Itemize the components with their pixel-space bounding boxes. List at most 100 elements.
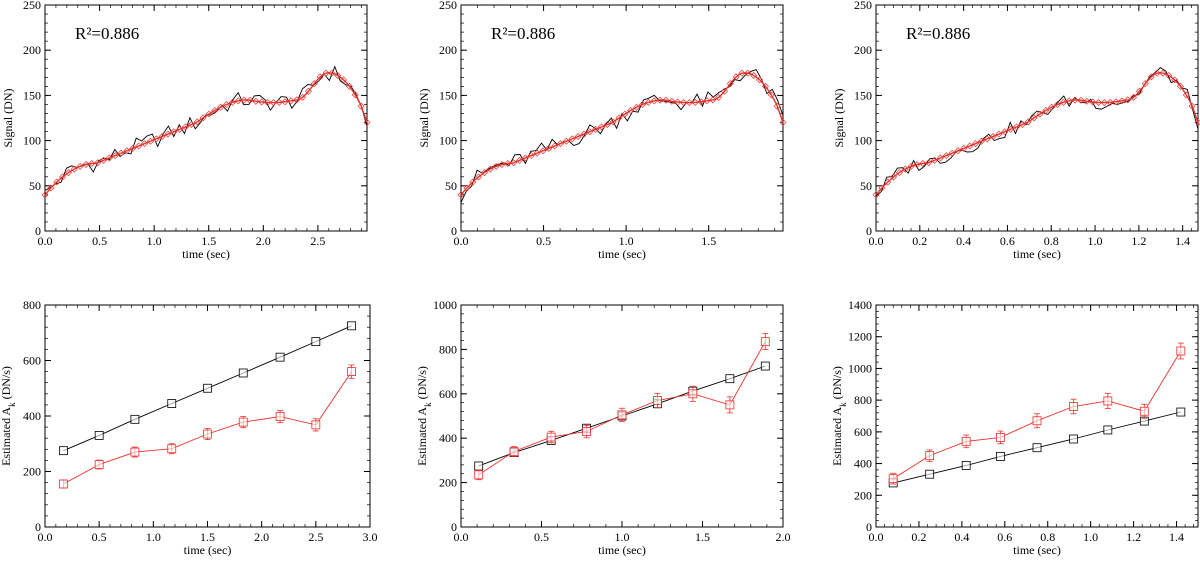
rate-2-x-axis-title: time (sec) xyxy=(598,543,646,557)
rate-1-true-rate-marker xyxy=(275,352,285,362)
rate-1-x-tick-label: 0.5 xyxy=(92,530,107,544)
signal-2-fit-marker xyxy=(656,96,664,104)
signal-2-fit-marker xyxy=(510,159,518,167)
signal-3-y-tick-label: 50 xyxy=(860,179,872,193)
signal-3-fit-marker xyxy=(954,147,962,155)
rate-3-plot-frame xyxy=(875,304,1199,528)
signal-1-x-tick-label: 0.0 xyxy=(38,234,53,248)
signal-3-fit-marker xyxy=(1048,103,1056,111)
signal-2-fit-marker xyxy=(486,165,494,173)
signal-3-fit-marker xyxy=(1135,87,1143,95)
rate-3-x-tick-label: 0.8 xyxy=(1040,530,1055,544)
signal-2-fit-marker xyxy=(527,152,535,160)
signal-3-r2-annotation: R²=0.886 xyxy=(906,24,970,43)
signal-1-fit-marker xyxy=(275,98,283,106)
signal-2-fit-marker xyxy=(703,97,711,105)
signal-1-y-axis-title: Signal (DN) xyxy=(1,89,15,148)
signal-2-fit-marker xyxy=(691,98,699,106)
signal-2-y-tick-label: 200 xyxy=(439,43,457,57)
signal-3-measured-signal-line xyxy=(875,67,1199,197)
signal-3-fit-marker xyxy=(901,165,909,173)
rate-2-estimated-rate-marker xyxy=(725,400,735,410)
rate-3-x-tick-label: 1.0 xyxy=(1083,530,1098,544)
signal-1-x-tick-label: 2.5 xyxy=(310,234,325,248)
signal-3-fit-marker xyxy=(872,191,880,199)
rate-1-y-tick-label: 200 xyxy=(23,465,41,479)
signal-3-fit-marker xyxy=(1112,98,1120,106)
rate-1-y-axis-title-tail: (DN/s) xyxy=(0,366,13,402)
signal-1-fit-marker xyxy=(252,97,260,105)
signal-1-fit-marker xyxy=(82,161,90,169)
rate-2-y-tick-label: 200 xyxy=(439,476,457,490)
signal-2-x-tick-label: 1.5 xyxy=(701,234,716,248)
signal-1-fit-marker xyxy=(76,162,84,170)
signal-1-fit-marker xyxy=(345,82,353,90)
signal-2-fit-marker xyxy=(551,142,559,150)
rate-3-y-axis-title-sub: k xyxy=(838,402,848,407)
rate-2-y-tick-label: 0 xyxy=(451,520,457,534)
signal-1-fit-marker xyxy=(328,69,336,77)
signal-1-fit-marker xyxy=(363,119,371,127)
signal-1-fit-marker xyxy=(299,93,307,101)
panel-rate-2: 0.0 0.5 1.0 1.5 2.0 0 200 400 600 800 1000 time (se… xyxy=(415,298,791,557)
rate-3-true-rate-marker xyxy=(961,461,971,470)
rate-1-y-tick-label: 0 xyxy=(35,520,41,534)
rate-3-y-tick-label: 800 xyxy=(854,393,872,407)
signal-3-x-tick-label: 0.4 xyxy=(956,234,971,248)
panel-rate-1: 0.0 0.5 1.0 1.5 2.0 2.5 3.0 0 200 400 600 800 time (… xyxy=(0,298,378,557)
rate-2-y-axis-title: Estimated Ak (DN/s) xyxy=(415,366,433,466)
rate-1-estimated-rate-marker xyxy=(167,444,177,454)
signal-1-fit-marker xyxy=(281,98,289,106)
signal-2-fit-marker xyxy=(773,102,781,110)
rate-3-y-axis-title-main: Estimated A xyxy=(830,407,844,466)
signal-1-fit-marker xyxy=(246,96,254,104)
signal-1-measured-signal-line xyxy=(44,65,368,191)
signal-2-measured-signal-line xyxy=(460,69,784,203)
signal-1-fit-marker xyxy=(59,173,67,181)
signal-1-fit-marker xyxy=(164,130,172,138)
signal-1-x-tick-label: 1.0 xyxy=(147,234,162,248)
signal-2-fit-marker xyxy=(685,99,693,107)
rate-1-true-rate-marker xyxy=(130,414,140,424)
signal-2-fit-marker xyxy=(627,106,635,114)
rate-2-x-tick-label: 0.5 xyxy=(534,530,549,544)
signal-2-y-tick-label: 0 xyxy=(451,224,457,238)
rate-1-x-tick-label: 1.0 xyxy=(146,530,161,544)
rate-1-estimated-rate-marker xyxy=(347,367,356,377)
signal-3-fit-marker xyxy=(1171,76,1179,84)
rate-2-estimated-rate-marker xyxy=(617,410,627,420)
rate-2-estimated-rate-marker xyxy=(509,447,519,456)
signal-1-y-tick-label: 100 xyxy=(23,134,41,148)
rate-2-y-tick-label: 600 xyxy=(439,387,457,401)
signal-3-fit-marker xyxy=(1030,114,1038,122)
signal-2-fit-marker xyxy=(767,91,775,99)
signal-3-fit-marker xyxy=(1165,71,1173,79)
signal-1-fit-marker xyxy=(64,169,72,177)
signal-3-fit-marker xyxy=(1182,91,1190,99)
rate-2-estimated-rate-marker xyxy=(582,427,591,436)
rate-2-estimated-rate-marker xyxy=(760,337,770,347)
signal-2-fit-marker xyxy=(562,137,570,145)
signal-2-y-tick-label: 100 xyxy=(439,134,457,148)
signal-3-fit-marker xyxy=(1053,101,1061,109)
signal-2-fit-marker xyxy=(463,184,471,192)
signal-2-fit-marker xyxy=(457,191,465,199)
panel-signal-3: 0.0 0.2 0.4 0.6 0.8 1.0 1.2 1.4 0 50 100 150 200 250 t… xyxy=(832,0,1200,261)
signal-1-fit-marker xyxy=(211,106,219,114)
signal-1-fit-marker xyxy=(263,99,271,107)
signal-3-fit-marker xyxy=(907,162,915,170)
rate-3-x-tick-label: 0.0 xyxy=(869,530,884,544)
signal-1-fit-marker xyxy=(187,121,195,129)
signal-1-fit-marker xyxy=(105,154,113,162)
signal-3-fit-marker xyxy=(1042,106,1050,114)
signal-1-fit-marker xyxy=(193,118,201,126)
signal-2-fit-marker xyxy=(539,147,547,155)
rate-1-estimated-rate-marker xyxy=(130,447,140,457)
rate-2-estimated-rate-marker xyxy=(653,396,662,405)
signal-3-y-axis-title: Signal (DN) xyxy=(832,89,846,148)
signal-1-x-tick-label: 0.5 xyxy=(92,234,107,248)
signal-1-y-tick-label: 0 xyxy=(35,224,41,238)
signal-3-x-tick-label: 1.0 xyxy=(1088,234,1103,248)
rate-1-true-rate-marker xyxy=(347,321,356,331)
signal-3-x-tick-label: 0.2 xyxy=(912,234,927,248)
